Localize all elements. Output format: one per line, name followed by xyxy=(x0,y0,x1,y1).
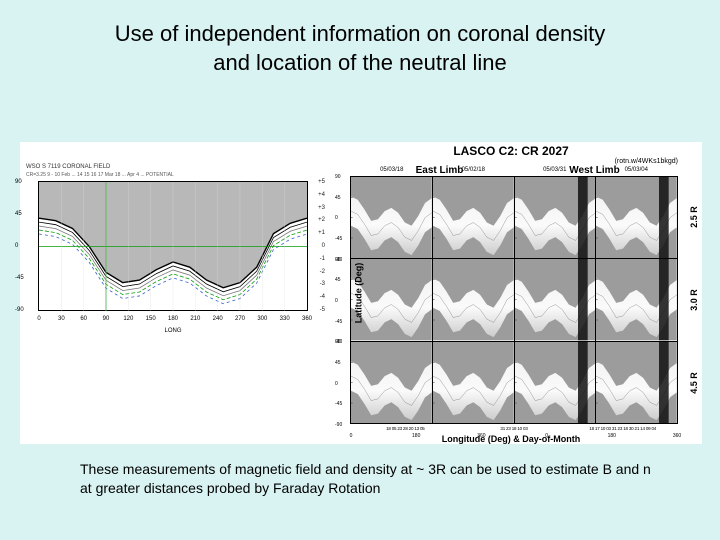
left-ytick: 90 xyxy=(15,179,22,185)
left-xtick: 360 xyxy=(302,316,312,322)
left-xtick: 300 xyxy=(257,316,267,322)
left-xtick: 150 xyxy=(146,316,156,322)
right-figure: LASCO C2: CR 2027 (rotn.w/4WKs1bkgd) Eas… xyxy=(320,142,702,444)
right-xtick: 0 xyxy=(350,433,353,439)
right-ytick: 0 xyxy=(335,381,338,387)
footnote: These measurements of magnetic field and… xyxy=(80,460,660,498)
right-title: LASCO C2: CR 2027 xyxy=(324,144,698,158)
left-xtick: 240 xyxy=(213,316,223,322)
row-radius-label: 4.5 R xyxy=(689,372,699,394)
grid-cell xyxy=(596,177,677,258)
left-ytick: 45 xyxy=(15,211,22,217)
right-ytick: -90 xyxy=(335,422,342,428)
right-grid: 05/03/1805/02/1805/03/3105/03/0490450-45… xyxy=(350,176,678,424)
grid-cell xyxy=(351,177,432,258)
title-line1: Use of independent information on corona… xyxy=(115,21,605,46)
date-row: 05/03/1805/02/1805/03/3105/03/04 xyxy=(351,167,677,173)
grid-cell xyxy=(433,177,514,258)
slide-title: Use of independent information on corona… xyxy=(0,20,720,77)
left-subheader: CR=3.25 9 - 10 Feb ... 14 15 16 17 Mar 1… xyxy=(26,172,314,178)
grid-cell xyxy=(515,177,596,258)
right-ytick: -45 xyxy=(335,236,342,242)
right-xlabel: Longitude (Deg) & Day-of-Month xyxy=(442,434,580,444)
left-xtick: 120 xyxy=(123,316,133,322)
right-xtick: 180 xyxy=(608,433,616,439)
right-ylabel: Latitude (Deg) xyxy=(353,263,363,324)
right-xtick: 180 xyxy=(412,433,420,439)
left-plot-svg xyxy=(39,182,307,311)
figures-container: WSO S 7119 CORONAL FIELD CR=3.25 9 - 10 … xyxy=(20,142,702,444)
right-ytick: 0 xyxy=(335,215,338,221)
right-ytick: 90 xyxy=(335,339,341,345)
left-header: WSO S 7119 CORONAL FIELD xyxy=(26,164,314,170)
left-ytick: -45 xyxy=(15,275,24,281)
right-subtitle: (rotn.w/4WKs1bkgd) xyxy=(324,158,698,165)
left-figure: WSO S 7119 CORONAL FIELD CR=3.25 9 - 10 … xyxy=(20,142,320,444)
right-xtick: 360 xyxy=(673,433,681,439)
grid-cell xyxy=(433,259,514,340)
row-radius-label: 3.0 R xyxy=(689,289,699,311)
left-xtick: 30 xyxy=(58,316,65,322)
grid-cell xyxy=(433,342,514,423)
left-xlabel: LONG xyxy=(164,328,181,334)
left-xtick: 330 xyxy=(280,316,290,322)
right-ytick: 45 xyxy=(335,277,341,283)
grid-cell xyxy=(596,259,677,340)
row-radius-label: 2.5 R xyxy=(689,207,699,229)
right-ytick: 90 xyxy=(335,174,341,180)
grid-cell xyxy=(515,342,596,423)
right-ytick: 0 xyxy=(335,298,338,304)
left-ytick: -90 xyxy=(15,307,24,313)
left-xtick: 270 xyxy=(235,316,245,322)
right-ytick: 90 xyxy=(335,257,341,263)
day-ticks: 18 05 23 28 20 13 0531 23 18 10 0318 17 … xyxy=(351,426,677,431)
title-line2: and location of the neutral line xyxy=(213,50,507,75)
left-plot-area: LONG 03060901201501802102402703003303609… xyxy=(38,181,308,311)
right-ytick: -45 xyxy=(335,319,342,325)
left-ytick: 0 xyxy=(15,243,18,249)
right-ytick: 45 xyxy=(335,195,341,201)
left-xtick: 180 xyxy=(168,316,178,322)
left-xtick: 90 xyxy=(103,316,110,322)
left-xtick: 210 xyxy=(190,316,200,322)
grid-cell xyxy=(596,342,677,423)
grid-cell xyxy=(351,342,432,423)
right-ytick: -45 xyxy=(335,401,342,407)
left-xtick: 0 xyxy=(37,316,40,322)
right-ytick: 45 xyxy=(335,360,341,366)
left-xtick: 60 xyxy=(80,316,87,322)
grid-cell xyxy=(515,259,596,340)
